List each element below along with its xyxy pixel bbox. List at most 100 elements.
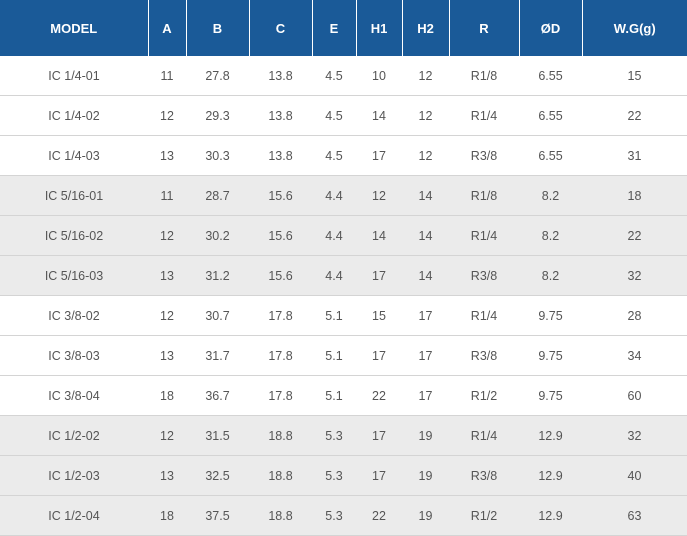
cell-b: 31.5 — [186, 415, 249, 456]
cell-od: 8.2 — [519, 255, 582, 296]
cell-b: 30.7 — [186, 295, 249, 336]
cell-h2: 19 — [402, 415, 449, 456]
cell-model: IC 1/2-02 — [0, 415, 148, 456]
cell-c: 18.8 — [249, 415, 312, 456]
cell-b: 28.7 — [186, 175, 249, 216]
cell-model: IC 1/2-04 — [0, 495, 148, 536]
cell-a: 18 — [148, 495, 186, 536]
cell-c: 13.8 — [249, 135, 312, 176]
cell-r: R1/2 — [449, 495, 519, 536]
cell-b: 30.3 — [186, 135, 249, 176]
cell-r: R1/8 — [449, 175, 519, 216]
cell-od: 8.2 — [519, 175, 582, 216]
cell-c: 13.8 — [249, 95, 312, 136]
cell-od: 9.75 — [519, 375, 582, 416]
table-row: IC 1/2-02 12 31.5 18.8 5.3 17 19 R1/4 12.9 32 — [0, 415, 687, 456]
cell-model: IC 1/4-02 — [0, 95, 148, 136]
cell-model: IC 5/16-02 — [0, 215, 148, 256]
cell-h1: 15 — [356, 295, 402, 336]
cell-a: 12 — [148, 295, 186, 336]
cell-b: 37.5 — [186, 495, 249, 536]
cell-a: 12 — [148, 215, 186, 256]
cell-c: 15.6 — [249, 255, 312, 296]
cell-h2: 12 — [402, 56, 449, 96]
header-c: C — [248, 0, 312, 56]
cell-model: IC 3/8-03 — [0, 335, 148, 376]
cell-model: IC 1/2-03 — [0, 455, 148, 496]
cell-od: 9.75 — [519, 335, 582, 376]
cell-r: R1/4 — [449, 295, 519, 336]
header-model: MODEL — [0, 0, 148, 56]
cell-e: 5.1 — [312, 295, 356, 336]
cell-c: 15.6 — [249, 175, 312, 216]
table-row: IC 3/8-04 18 36.7 17.8 5.1 22 17 R1/2 9.75 60 — [0, 375, 687, 416]
table-header: MODEL A B C E H1 H2 R ØD W.G(g) — [0, 0, 687, 56]
cell-b: 30.2 — [186, 215, 249, 256]
cell-model: IC 3/8-04 — [0, 375, 148, 416]
cell-model: IC 5/16-01 — [0, 175, 148, 216]
cell-model: IC 1/4-03 — [0, 135, 148, 176]
cell-h2: 12 — [402, 135, 449, 176]
cell-weight: 15 — [582, 56, 687, 96]
header-row: MODEL A B C E H1 H2 R ØD W.G(g) — [0, 0, 687, 56]
cell-a: 13 — [148, 455, 186, 496]
cell-h1: 14 — [356, 215, 402, 256]
cell-od: 12.9 — [519, 415, 582, 456]
cell-h1: 22 — [356, 495, 402, 536]
cell-h1: 10 — [356, 56, 402, 96]
cell-a: 11 — [148, 175, 186, 216]
cell-e: 5.3 — [312, 455, 356, 496]
cell-h1: 17 — [356, 255, 402, 296]
cell-h1: 14 — [356, 95, 402, 136]
cell-c: 18.8 — [249, 495, 312, 536]
cell-weight: 63 — [582, 495, 687, 536]
cell-b: 27.8 — [186, 56, 249, 96]
cell-h2: 19 — [402, 455, 449, 496]
cell-h1: 17 — [356, 415, 402, 456]
table-row: IC 1/4-01 11 27.8 13.8 4.5 10 12 R1/8 6.55 15 — [0, 56, 687, 96]
table-row: IC 1/4-03 13 30.3 13.8 4.5 17 12 R3/8 6.55 31 — [0, 135, 687, 176]
cell-model: IC 1/4-01 — [0, 56, 148, 96]
cell-c: 17.8 — [249, 295, 312, 336]
cell-b: 31.2 — [186, 255, 249, 296]
cell-r: R3/8 — [449, 135, 519, 176]
cell-r: R1/4 — [449, 215, 519, 256]
cell-e: 4.4 — [312, 175, 356, 216]
cell-h2: 12 — [402, 95, 449, 136]
cell-r: R1/4 — [449, 95, 519, 136]
cell-e: 5.1 — [312, 335, 356, 376]
cell-weight: 32 — [582, 415, 687, 456]
cell-h2: 17 — [402, 295, 449, 336]
cell-r: R3/8 — [449, 335, 519, 376]
table-row: IC 5/16-03 13 31.2 15.6 4.4 17 14 R3/8 8.2 32 — [0, 255, 687, 296]
cell-e: 4.5 — [312, 56, 356, 96]
cell-e: 5.3 — [312, 415, 356, 456]
table-row: IC 3/8-02 12 30.7 17.8 5.1 15 17 R1/4 9.75 28 — [0, 295, 687, 336]
cell-h1: 17 — [356, 135, 402, 176]
header-e: E — [311, 0, 356, 56]
cell-model: IC 5/16-03 — [0, 255, 148, 296]
cell-b: 29.3 — [186, 95, 249, 136]
cell-c: 15.6 — [249, 215, 312, 256]
cell-c: 17.8 — [249, 375, 312, 416]
table-row: IC 1/4-02 12 29.3 13.8 4.5 14 12 R1/4 6.55 22 — [0, 95, 687, 136]
header-r: R — [448, 0, 519, 56]
cell-e: 4.5 — [312, 135, 356, 176]
header-od: ØD — [518, 0, 582, 56]
cell-h2: 14 — [402, 255, 449, 296]
table-row: IC 5/16-02 12 30.2 15.6 4.4 14 14 R1/4 8.2 22 — [0, 215, 687, 256]
table-body: IC 1/4-01 11 27.8 13.8 4.5 10 12 R1/8 6.55 15 IC 1… — [0, 56, 687, 536]
cell-e: 4.5 — [312, 95, 356, 136]
cell-h1: 17 — [356, 455, 402, 496]
cell-r: R1/2 — [449, 375, 519, 416]
cell-a: 12 — [148, 415, 186, 456]
cell-c: 18.8 — [249, 455, 312, 496]
cell-b: 32.5 — [186, 455, 249, 496]
cell-r: R3/8 — [449, 455, 519, 496]
cell-e: 5.1 — [312, 375, 356, 416]
cell-a: 13 — [148, 335, 186, 376]
cell-h2: 17 — [402, 335, 449, 376]
cell-od: 8.2 — [519, 215, 582, 256]
cell-weight: 28 — [582, 295, 687, 336]
